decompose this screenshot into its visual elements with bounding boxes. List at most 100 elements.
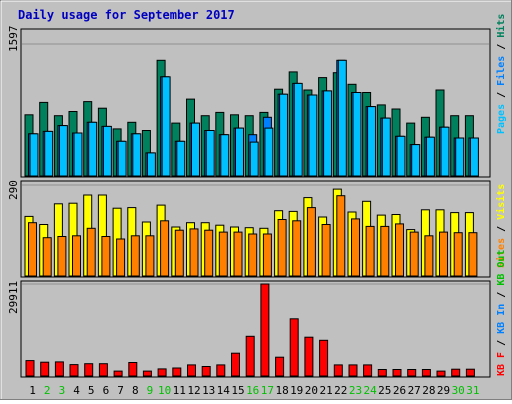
legend-segment-1-0: Sites (495, 238, 507, 268)
pages-bar-day-3 (58, 125, 68, 177)
pages-bar-day-31 (469, 137, 479, 177)
legend-segment-0-4: Hits (495, 14, 507, 38)
pages-bar-day-12 (191, 122, 200, 177)
sites-bar-day-14 (218, 231, 228, 277)
sites-bar-day-29 (439, 231, 448, 277)
kbf-bar-day-16 (245, 335, 255, 377)
kbf-bar-day-12 (187, 364, 196, 377)
x-tick-label-25: 25 (378, 384, 391, 397)
sites-bar-day-4 (72, 235, 81, 277)
x-tick-label-11: 11 (173, 384, 186, 397)
legend-kbytes: KB F / KB In / KB Out (496, 250, 507, 376)
x-tick-label-15: 15 (231, 384, 244, 397)
kbf-bar-day-10 (157, 368, 167, 377)
pages-bar-day-2 (44, 130, 54, 177)
sites-bar-day-31 (468, 232, 478, 277)
sites-bar-day-11 (174, 229, 184, 277)
x-tick-label-19: 19 (290, 384, 303, 397)
legend-sites-visits: Sites / Visits (495, 184, 507, 268)
x-tick-label-7: 7 (117, 384, 124, 397)
pages-bar-day-27 (411, 144, 421, 177)
x-tick-label-2: 2 (44, 384, 51, 397)
kbf-bar-day-19 (289, 318, 299, 377)
kbf-bar-day-29 (436, 370, 446, 377)
pages-bar-day-30 (455, 137, 465, 177)
pages-bar-day-24 (367, 106, 377, 177)
sites-bar-day-25 (380, 225, 390, 277)
sites-bar-day-1 (28, 222, 37, 277)
pages-bar-day-6 (102, 125, 112, 177)
pages-bar-day-22 (337, 59, 347, 177)
sites-bar-day-17 (262, 233, 272, 277)
x-tick-labels: 1 2 3 4 5 6 7 8 9 10 11 12 13 14 15 16 17 18 19 20 21 22 23 24 2… (29, 384, 479, 397)
legend-segment-0-3: / (496, 38, 507, 56)
x-tick-label-24: 24 (363, 384, 377, 397)
ymax-label-hits: 1597 (7, 26, 20, 53)
pages-bar-day-11 (176, 140, 186, 177)
sites-bar-day-6 (101, 236, 111, 277)
x-tick-label-23: 23 (349, 384, 362, 397)
kbf-bar-day-9 (142, 370, 152, 377)
x-tick-label-28: 28 (422, 384, 435, 397)
x-tick-label-10: 10 (158, 384, 171, 397)
kbf-bar-day-27 (407, 369, 417, 377)
sites-bar-day-21 (321, 224, 331, 277)
kbf-bar-day-1 (25, 360, 35, 377)
pages-bar-day-25 (381, 117, 391, 177)
pages-bar-day-1 (29, 133, 39, 177)
sites-bar-day-10 (160, 220, 170, 277)
pages-bar-day-23 (352, 92, 362, 177)
panel-frame-kbytes (20, 280, 491, 378)
kbf-bar-day-2 (40, 361, 50, 377)
pages-bar-day-16 (249, 141, 259, 177)
x-tick-label-31: 31 (466, 384, 479, 397)
sites-bar-day-15 (233, 231, 243, 277)
pages-bar-day-10 (161, 76, 171, 177)
kbf-bar-day-17 (260, 283, 270, 377)
sites-bar-day-28 (424, 235, 434, 277)
chart-title: Daily usage for September 2017 (18, 8, 235, 22)
sites-bar-day-23 (351, 218, 360, 277)
legend-segment-0-1: / (496, 86, 507, 104)
x-tick-label-9: 9 (147, 384, 154, 397)
pages-bar-day-7 (117, 140, 127, 177)
kbf-bar-day-8 (128, 362, 138, 377)
x-tick-label-26: 26 (393, 384, 406, 397)
pages-bar-day-20 (308, 94, 318, 177)
kbf-bar-day-18 (275, 356, 285, 377)
legend-segment-2-3: / (496, 286, 507, 304)
sites-bar-day-5 (86, 227, 96, 277)
sites-bar-day-26 (395, 223, 404, 277)
kbf-bar-day-21 (319, 339, 329, 377)
kbf-bar-day-7 (113, 370, 123, 377)
legend-segment-2-4: KB Out (496, 250, 507, 286)
kbf-bar-day-26 (392, 369, 402, 377)
pages-bar-day-29 (440, 126, 450, 177)
pages-bar-day-28 (425, 136, 435, 177)
kbf-bar-day-11 (172, 367, 182, 377)
x-tick-label-5: 5 (88, 384, 95, 397)
sites-bar-day-2 (42, 237, 52, 277)
kbf-bar-day-22 (333, 364, 343, 377)
legend-segment-1-1: / (496, 220, 507, 238)
kbf-bar-day-31 (465, 368, 475, 377)
kbf-bar-day-25 (377, 369, 387, 377)
legend-segment-0-0: Pages (496, 104, 507, 134)
legend-segment-0-2: Files (495, 56, 507, 86)
x-tick-label-1: 1 (29, 384, 36, 397)
bar-layer (24, 59, 479, 377)
x-tick-label-6: 6 (103, 384, 110, 397)
legend-segment-2-1: / (496, 334, 507, 352)
kbf-bar-day-28 (421, 369, 431, 377)
pages-bar-day-17 (264, 127, 274, 177)
x-tick-label-27: 27 (408, 384, 421, 397)
x-tick-label-14: 14 (217, 384, 231, 397)
x-tick-label-30: 30 (452, 384, 465, 397)
kbf-bar-day-24 (363, 364, 373, 377)
pages-bar-day-26 (396, 135, 406, 177)
pages-bar-day-14 (220, 134, 230, 177)
kbf-bar-day-13 (201, 366, 211, 377)
pages-bar-day-9 (146, 152, 156, 177)
